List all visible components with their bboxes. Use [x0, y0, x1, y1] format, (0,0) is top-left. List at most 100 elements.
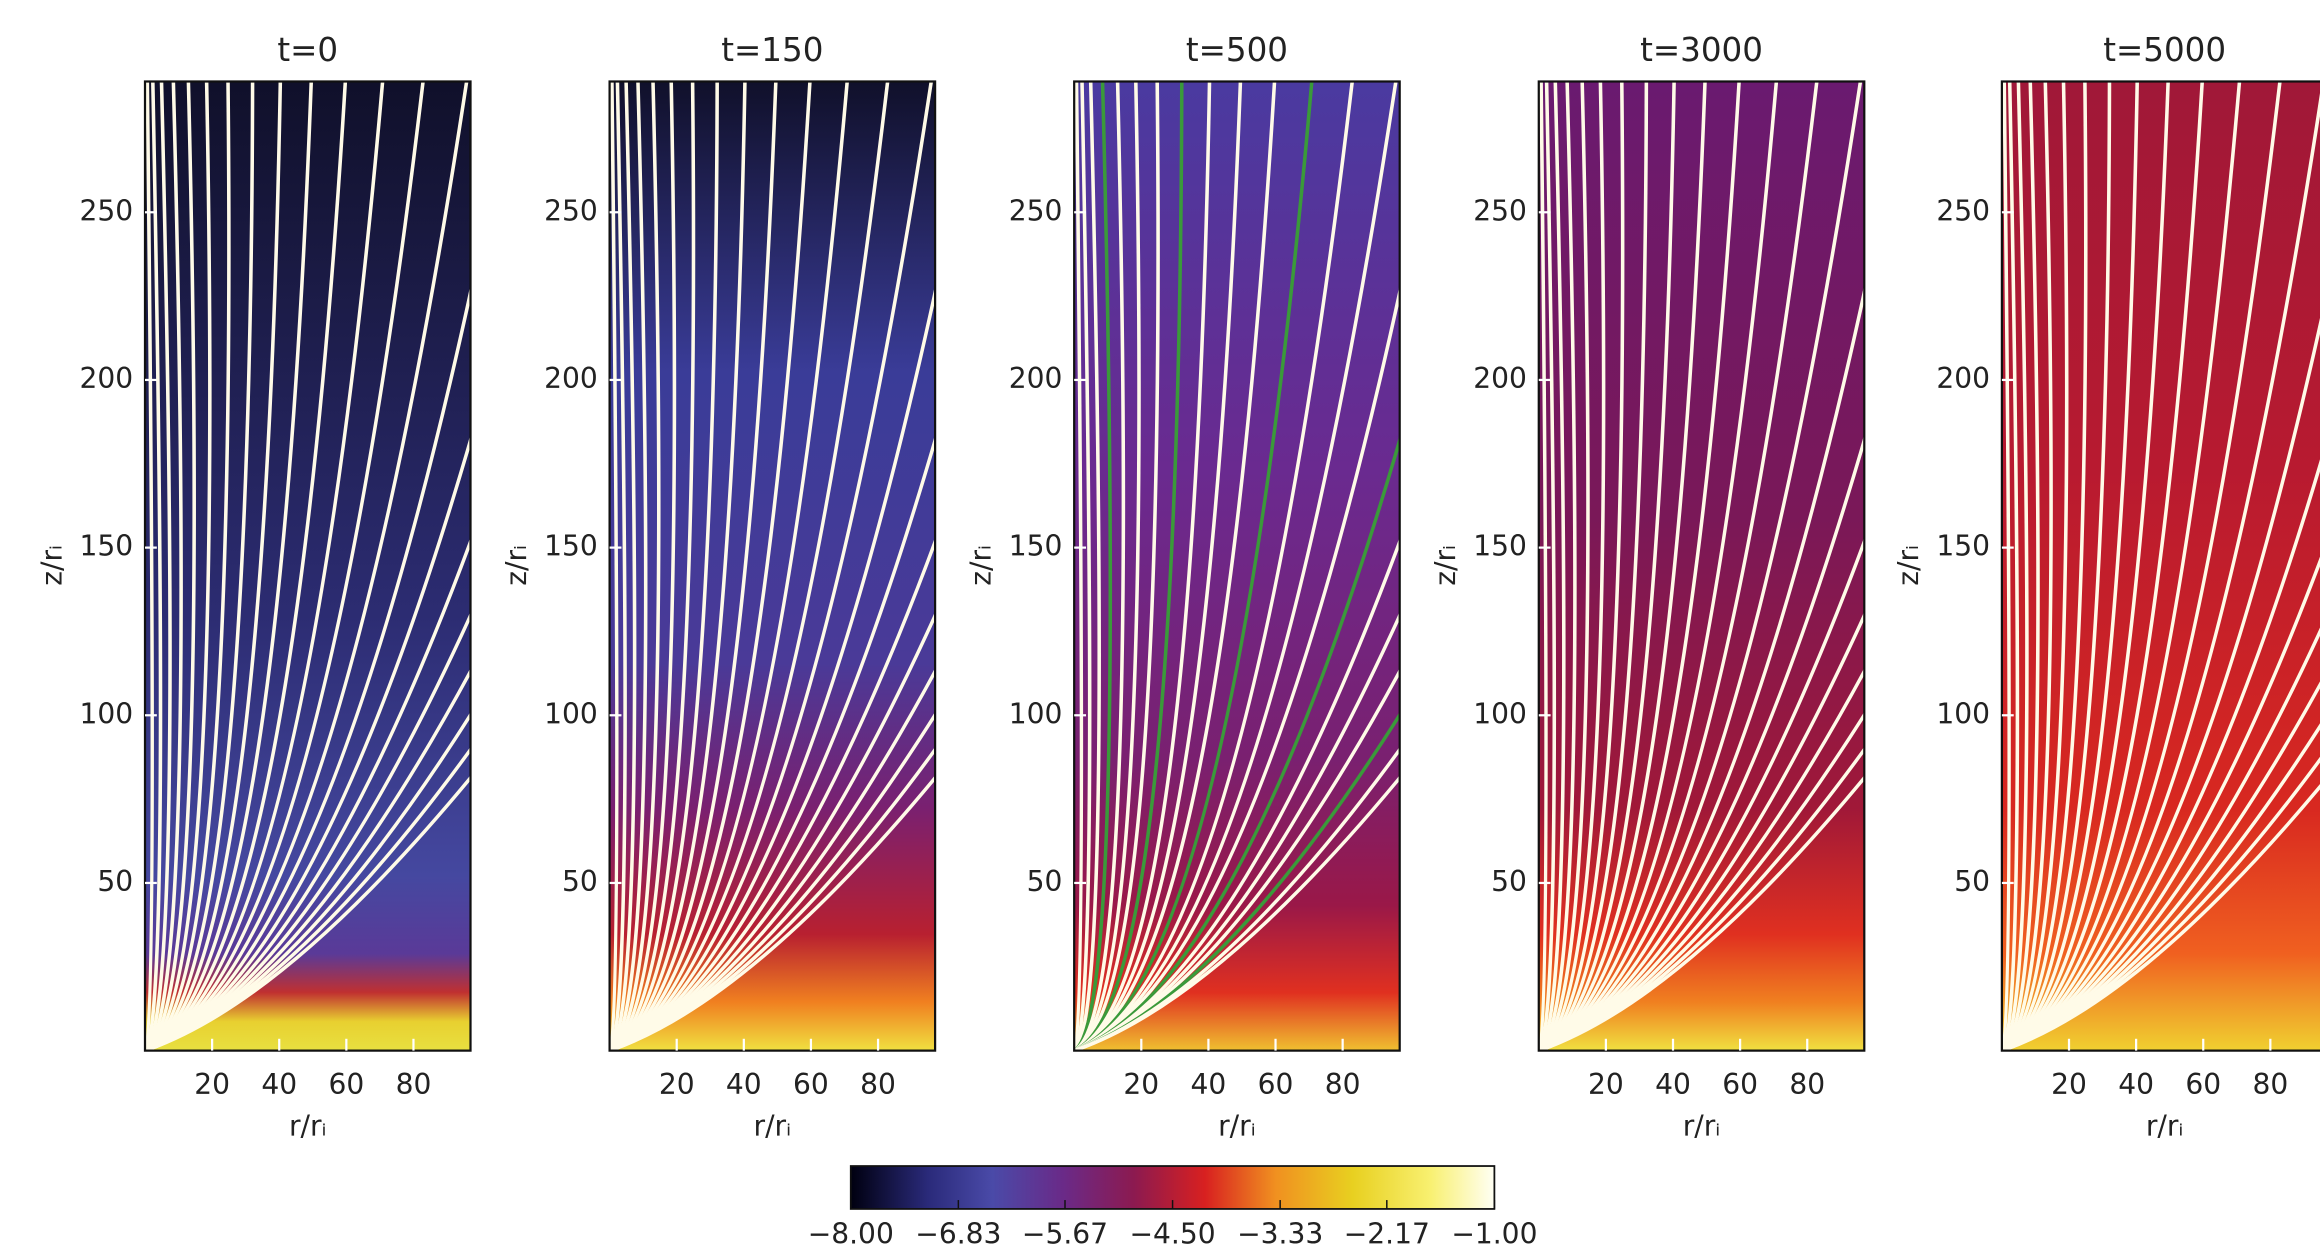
field-line	[609, 611, 936, 1051]
panel-title: t=0	[277, 31, 338, 69]
field-line	[609, 81, 890, 1051]
field-line	[1538, 81, 1606, 1051]
panel-frame	[2000, 80, 2320, 1052]
field-line	[1538, 81, 1863, 1051]
field-line	[145, 81, 469, 1051]
field-line	[609, 81, 677, 1051]
field-line	[1538, 81, 1649, 1051]
panel-title: t=3000	[1640, 31, 1763, 69]
field-line	[1074, 746, 1400, 1051]
field-line	[145, 81, 283, 1051]
x-tick-label: 80	[2252, 1068, 2288, 1101]
field-line	[145, 81, 385, 1051]
field-line	[1074, 284, 1400, 1051]
field-line	[1074, 81, 1113, 1051]
y-tick-label: 50	[1491, 865, 1527, 898]
field-line	[1538, 711, 1865, 1051]
y-tick-label: 200	[544, 362, 598, 395]
field-line	[1538, 284, 1865, 1051]
field-line	[609, 433, 936, 1051]
x-tick-label: 60	[1258, 1068, 1294, 1101]
field-line	[2001, 81, 2204, 1051]
x-tick-label: 40	[1191, 1068, 1227, 1101]
field-lines	[2001, 81, 2320, 1051]
field-line	[1074, 611, 1400, 1051]
y-tick-label: 200	[1936, 362, 1990, 395]
x-tick-label: 40	[1655, 1068, 1691, 1101]
x-tick-label: 80	[396, 1068, 432, 1101]
field-line	[2001, 81, 2088, 1051]
x-axis-label: r/rᵢ	[754, 1110, 792, 1143]
y-axis-label: z/rᵢ	[35, 545, 68, 586]
field-line	[2001, 459, 2320, 1051]
y-tick-label: 250	[1473, 194, 1527, 227]
x-tick-label: 60	[793, 1068, 829, 1101]
y-tick-label: 100	[1009, 697, 1063, 730]
field-line	[2001, 81, 2112, 1051]
field-line	[1538, 81, 1707, 1051]
field-line	[1074, 667, 1400, 1051]
field-line	[2001, 81, 2170, 1051]
field-line	[1538, 81, 1676, 1051]
field-line	[2001, 81, 2069, 1051]
field-line	[145, 284, 471, 1051]
field-line	[2001, 556, 2320, 1051]
x-axis-label: r/rᵢ	[1683, 1110, 1721, 1143]
field-line	[1074, 711, 1400, 1051]
y-tick-label: 50	[1027, 865, 1063, 898]
field-line	[145, 746, 471, 1051]
y-axis-label: z/rᵢ	[500, 545, 533, 586]
field-line	[145, 81, 172, 1051]
y-tick-label: 200	[1473, 362, 1527, 395]
y-tick-label: 250	[544, 194, 598, 227]
field-line	[145, 81, 255, 1051]
colorbar-tick-label: −6.83	[915, 1218, 1001, 1249]
field-line	[2001, 756, 2320, 1051]
y-tick-label: 200	[80, 362, 134, 395]
colorbar-tick-label: −8.00	[808, 1218, 894, 1249]
field-line	[1074, 81, 1126, 1051]
field-lines	[145, 81, 471, 1051]
field-line	[1074, 81, 1277, 1051]
y-tick-label: 150	[544, 530, 598, 563]
field-line	[2001, 627, 2320, 1051]
field-line	[145, 611, 471, 1051]
field-line	[1538, 775, 1865, 1051]
field-line	[1538, 667, 1865, 1051]
panel-frame	[1537, 80, 1866, 1052]
y-tick-label: 100	[1473, 697, 1527, 730]
field-line	[1074, 81, 1243, 1051]
field-lines	[609, 81, 936, 1051]
field-line	[2001, 81, 2139, 1051]
field-line	[145, 667, 471, 1051]
x-tick-label: 80	[1325, 1068, 1361, 1101]
y-tick-label: 50	[97, 865, 133, 898]
y-axis-label: z/rᵢ	[1892, 545, 1925, 586]
field-line	[1074, 81, 1184, 1051]
field-line	[145, 81, 212, 1051]
field-line	[2001, 92, 2320, 1051]
x-tick-label: 60	[1722, 1068, 1758, 1101]
field-line	[609, 81, 849, 1051]
field-line	[1074, 81, 1092, 1051]
field-line	[1538, 81, 1625, 1051]
colorbar-tick-label: −1.00	[1451, 1218, 1537, 1249]
field-line	[1538, 81, 1557, 1051]
x-tick-label: 20	[194, 1068, 230, 1101]
x-axis-label: r/rᵢ	[289, 1110, 327, 1143]
field-line	[609, 81, 719, 1051]
field-line	[1074, 775, 1400, 1051]
field-line	[145, 81, 196, 1051]
field-line	[2001, 81, 2011, 1051]
colorbar-tick-label: −5.67	[1022, 1218, 1108, 1249]
field-line	[609, 81, 812, 1051]
field-line	[145, 536, 471, 1051]
field-line	[1538, 433, 1865, 1051]
panel-frame	[1073, 80, 1401, 1052]
field-lines	[1538, 81, 1865, 1051]
panel-title: t=500	[1186, 31, 1288, 69]
field-line	[609, 284, 936, 1051]
field-line	[145, 711, 471, 1051]
field-line	[609, 667, 936, 1051]
